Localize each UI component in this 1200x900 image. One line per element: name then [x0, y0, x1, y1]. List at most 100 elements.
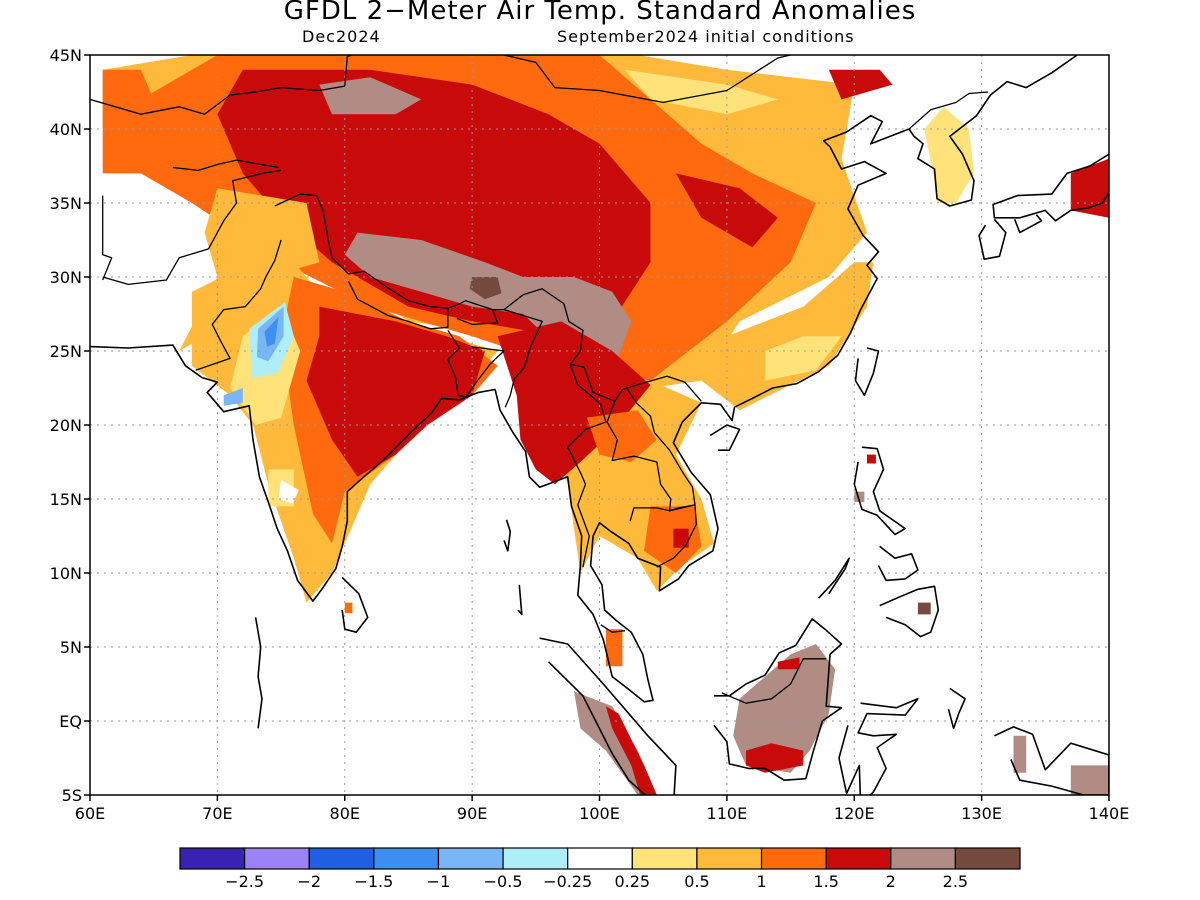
lon-tick-label: 60E — [75, 804, 105, 823]
anomaly-region-se-china-warm — [701, 262, 874, 411]
coastline-palawan — [818, 557, 851, 599]
map-title: GFDL 2−Meter Air Temp. Standard Anomalie… — [283, 0, 917, 26]
colorbar-label: −0.25 — [543, 872, 592, 891]
coastline-hainan — [709, 424, 741, 452]
coastline-japan-kyushu — [978, 218, 1007, 261]
lat-tick-label: EQ — [59, 712, 82, 731]
coastline-taiwan — [854, 347, 880, 397]
lon-tick-label: 140E — [1089, 804, 1130, 823]
colorbar-label: −0.5 — [484, 872, 523, 891]
colorbar-swatch — [179, 847, 246, 870]
lon-tick-label: 110E — [707, 804, 748, 823]
colorbar-swatch — [502, 847, 569, 870]
anomaly-region-cambodia-orange — [644, 506, 702, 573]
lon-tick-label: 80E — [330, 804, 360, 823]
coastline-halmahera — [947, 687, 966, 730]
coastlines — [90, 55, 1109, 795]
anomaly-region-new-guinea-brown — [1070, 765, 1109, 795]
coastline-sumatra — [539, 637, 677, 795]
colorbar-label: 1.5 — [813, 872, 838, 891]
anomaly-region-borneo-red — [746, 743, 804, 773]
lon-tick-label: 130E — [961, 804, 1002, 823]
anomaly-region-central-asia-orange — [102, 69, 167, 174]
anomaly-region-india-red — [306, 306, 485, 477]
anomaly-region-papua-brown — [1013, 735, 1027, 773]
border-afghanistan-pakistan — [102, 169, 282, 286]
border-kashmir — [274, 193, 333, 258]
lon-tick-label: 90E — [457, 804, 487, 823]
lat-tick-label: 25N — [50, 342, 82, 361]
anomaly-region-sri-lanka-orange — [344, 602, 353, 613]
lat-tick-label: 35N — [50, 194, 82, 213]
border-india-china-nepal — [331, 257, 702, 402]
lat-tick-label: 30N — [50, 268, 82, 287]
lon-tick-label: 70E — [202, 804, 232, 823]
anomaly-region-cambodia-red — [673, 528, 689, 548]
coastline-japan-honshu — [992, 153, 1109, 222]
coastline-japan-shikoku — [1013, 214, 1043, 234]
colorbar-swatch — [631, 847, 698, 870]
coastline-mindanao — [879, 585, 940, 638]
anomaly-region-luzon-red — [867, 454, 876, 464]
border-china-mongolia — [501, 55, 791, 104]
anomaly-region-tibet-dark-spot — [469, 277, 502, 300]
colorbar-label: −1 — [427, 872, 451, 891]
anomaly-region-se-china-light — [765, 336, 842, 381]
border-iran-afghanistan — [102, 195, 113, 281]
border-china-korea — [908, 91, 989, 130]
coastline-arabian-sea-coast — [90, 114, 910, 703]
lat-tick-label: 45N — [50, 46, 82, 65]
colorbar-label: −2 — [297, 872, 321, 891]
anomaly-region-borneo-north-red — [777, 657, 800, 670]
border-borneo-border — [721, 658, 827, 704]
coastline-sulawesi — [838, 697, 919, 795]
colorbar-swatch — [373, 847, 440, 870]
colorbar-label: 0.5 — [684, 872, 709, 891]
colorbar-swatch — [696, 847, 763, 870]
coastline-borneo — [713, 618, 843, 782]
lat-tick-label: 20N — [50, 416, 82, 435]
anomaly-region-mongolia-red — [828, 69, 893, 100]
colorbar-swatch — [244, 847, 310, 870]
coastline-maldives — [254, 617, 263, 729]
colorbar-label: 1 — [756, 872, 766, 891]
coastline-andaman — [503, 519, 512, 552]
border-india-pakistan — [195, 239, 282, 371]
anomaly-region-mindanao-brown — [917, 602, 931, 615]
colorbar-swatch — [308, 847, 375, 870]
colorbar: −2.5 −2 −1.5 −1 −0.5 −0.25 0.25 0.5 1 1.5 2 2.5 — [179, 847, 1021, 891]
anomaly-region-borneo-brown — [733, 644, 836, 773]
border-tajik-afghan — [172, 159, 279, 172]
lon-tick-label: 100E — [579, 804, 620, 823]
anomaly-region-korea-light — [924, 106, 974, 203]
border-central-asia-north — [90, 85, 345, 115]
colorbar-swatch — [760, 847, 827, 870]
initial-conditions: September2024 initial conditions — [557, 27, 855, 46]
coastline-korea-coast — [908, 55, 1078, 207]
border-kazakh-china — [344, 55, 355, 87]
colorbar-swatch — [890, 847, 956, 870]
coastline-sri-lanka — [341, 576, 369, 634]
border-malaysia-thailand — [600, 624, 626, 633]
coastline-nicobar — [517, 584, 523, 616]
anomaly-region-mongolia-light — [625, 69, 778, 115]
border-myanmar-thailand — [567, 364, 607, 568]
country-borders — [90, 55, 1109, 795]
colorbar-label: −1.5 — [354, 872, 393, 891]
colorbar-swatch — [825, 847, 892, 870]
anomaly-region-malaya-orange — [605, 629, 623, 667]
border-nepal-india — [348, 281, 449, 330]
lat-tick-label: 5N — [60, 638, 82, 657]
anomaly-region-deccan-white — [278, 479, 299, 504]
border-bangladesh — [447, 329, 505, 398]
coastline-luzon — [853, 446, 907, 536]
colorbar-label: 2.5 — [943, 872, 968, 891]
forecast-month: Dec2024 — [302, 27, 381, 46]
lat-tick-label: 5S — [62, 786, 82, 805]
anomaly-region-sumatra-red — [605, 706, 657, 795]
lat-tick-label: 15N — [50, 490, 82, 509]
lat-tick-label: 10N — [50, 564, 82, 583]
border-cambodia-borders — [629, 504, 697, 568]
